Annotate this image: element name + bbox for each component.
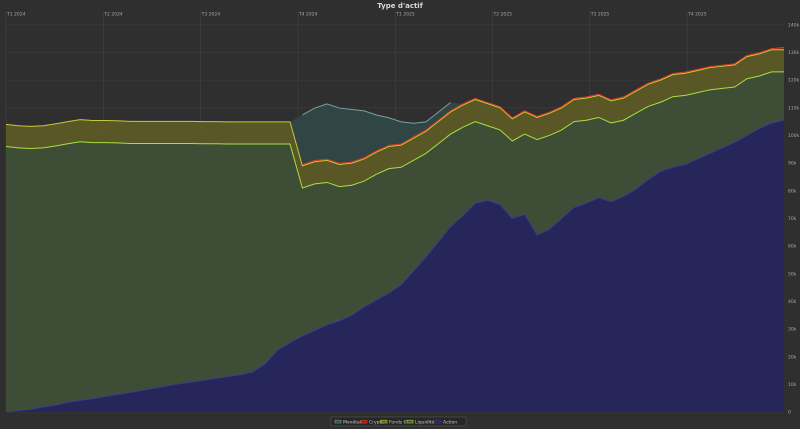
line-series-1: [5, 71, 784, 189]
x-tick-label-4: T1 2025: [395, 12, 415, 18]
y-tick-label-13: 130k: [788, 50, 800, 56]
y-tick-label-3: 30k: [788, 327, 797, 333]
x-tick-label-0: T1 2024: [6, 12, 26, 18]
y-tick-label-5: 50k: [788, 271, 797, 277]
y-tick-label-1: 10k: [788, 382, 797, 388]
area-series-4: [6, 47, 784, 165]
y-tick-label-12: 120k: [788, 78, 800, 84]
y-tick-label-14: 140k: [788, 22, 800, 28]
legend-swatch-4: [334, 419, 342, 424]
legend-label-0: Action: [443, 420, 457, 426]
x-tick-label-7: T4 2025: [687, 12, 707, 18]
line-series-0: [5, 119, 785, 413]
x-tick-label-1: T2 2024: [103, 12, 123, 18]
x-tick-label-6: T3 2025: [590, 12, 610, 18]
x-tick-label-5: T2 2025: [493, 12, 513, 18]
y-tick-label-2: 20k: [788, 354, 797, 360]
line-series-3: [302, 47, 785, 166]
line-series-2: [5, 49, 784, 167]
y-tick-label-11: 110k: [788, 105, 800, 111]
legend-label-4: Monétaire: [343, 419, 366, 426]
series-lines: [5, 47, 785, 413]
series-areas: [6, 47, 784, 413]
area-series-2: [6, 49, 784, 188]
legend-swatch-3: [360, 419, 368, 424]
y-tick-label-0: 0: [788, 410, 791, 416]
legend-swatch-0: [434, 419, 442, 424]
y-tick-label-8: 80k: [788, 188, 797, 194]
y-axis-ticks: 0 10k 20k 30k 40k 50k 60k 70k 80k 90k 100k 110k 120k…: [788, 22, 800, 415]
area-series-1: [6, 71, 784, 412]
legend-label-2: Fonds €: [389, 420, 407, 426]
y-tick-label-4: 40k: [788, 299, 797, 305]
y-tick-label-7: 70k: [788, 216, 797, 222]
y-tick-label-10: 100k: [788, 133, 800, 139]
legend-label-3: Crypto: [369, 420, 384, 426]
legend-items: Monétaire Crypto Fonds € Liquidité Action: [334, 419, 457, 426]
line-series-4: [302, 102, 451, 124]
y-tick-label-6: 60k: [788, 244, 797, 250]
legend-swatch-2: [380, 419, 388, 424]
area-series-0: [6, 120, 784, 413]
legend-label-1: Liquidité: [415, 419, 435, 426]
legend: [330, 416, 467, 427]
x-tick-label-2: T3 2024: [201, 12, 221, 18]
chart-title: Type d'actif: [377, 2, 423, 10]
y-tick-label-9: 90k: [788, 161, 797, 167]
x-axis-ticks: T1 2024 T2 2024 T3 2024 T4 2024 T1 2025 T2 20…: [6, 12, 707, 18]
x-tick-label-3: T4 2024: [298, 12, 318, 18]
legend-swatch-1: [406, 419, 414, 424]
